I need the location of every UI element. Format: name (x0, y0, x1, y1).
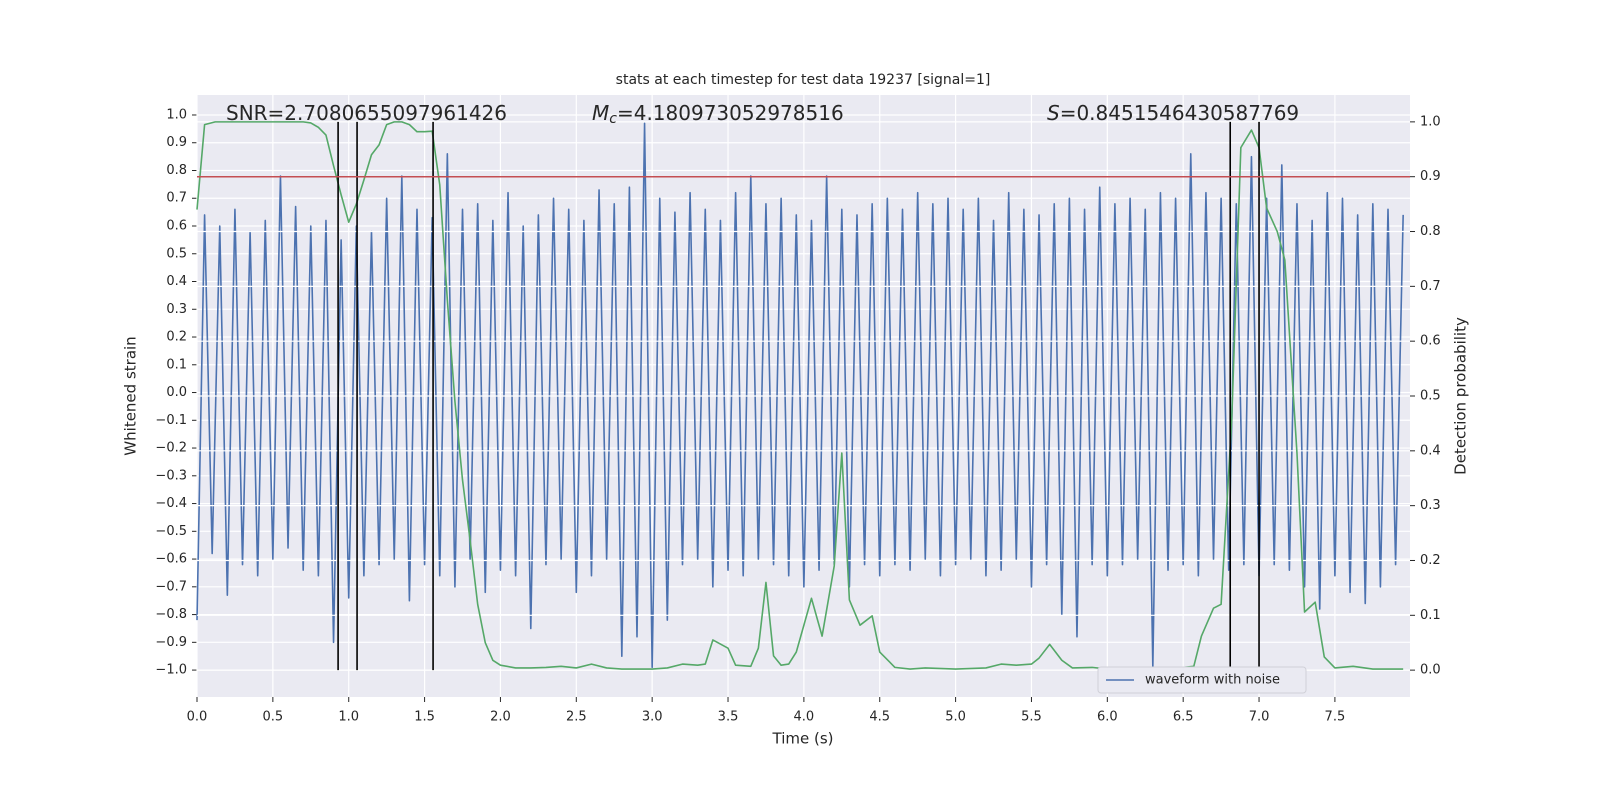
y-tick-label: 0.2 (166, 330, 187, 345)
y-tick-label: −1.0 (155, 663, 187, 678)
y-tick-label: −0.5 (155, 524, 187, 539)
y2-tick-label: 0.8 (1420, 224, 1441, 239)
x-tick-label: 2.5 (566, 710, 587, 725)
x-tick-label: 4.0 (794, 710, 815, 725)
y-tick-label: −0.2 (155, 441, 187, 456)
y-tick-label: 1.0 (166, 107, 187, 122)
x-tick-label: 5.0 (945, 710, 966, 725)
y-tick-label: −0.3 (155, 468, 187, 483)
y-tick-label: 0.0 (166, 385, 187, 400)
y2-tick-label: 0.3 (1420, 498, 1441, 513)
y-tick-label: −0.7 (155, 579, 187, 594)
y2-tick-label: 0.0 (1420, 663, 1441, 678)
y-tick-label: −0.6 (155, 552, 187, 567)
y-tick-label: 0.4 (166, 274, 187, 289)
y-axis-label: Whitened strain (122, 336, 140, 455)
x-tick-label: 1.5 (414, 710, 435, 725)
y-tick-label: −0.9 (155, 635, 187, 650)
annotation-subscript: c (609, 111, 617, 127)
x-tick-label: 1.0 (338, 710, 359, 725)
x-tick-label: 6.5 (1173, 710, 1194, 725)
y2-axis-label: Detection probability (1452, 317, 1470, 475)
y2-tick-label: 0.4 (1420, 443, 1441, 458)
annotation-text: SNR=2.7080655097961426 (226, 101, 507, 125)
x-tick-label: 0.5 (263, 710, 284, 725)
legend-label: waveform with noise (1145, 673, 1280, 688)
x-tick-label: 7.0 (1249, 710, 1270, 725)
series-line (196, 122, 1404, 669)
x-tick-label: 0.0 (187, 710, 208, 725)
x-tick-label: 4.5 (869, 710, 890, 725)
y-tick-label: 0.9 (166, 135, 187, 150)
y2-tick-label: 0.6 (1420, 334, 1441, 349)
x-tick-label: 3.5 (718, 710, 739, 725)
y2-tick-label: 0.9 (1420, 169, 1441, 184)
y-tick-label: −0.8 (155, 607, 187, 622)
x-tick-label: 6.0 (1097, 710, 1118, 725)
annotation-text: =4.180973052978516 (617, 101, 844, 125)
y2-tick-label: 0.7 (1420, 279, 1441, 294)
y-tick-label: −0.1 (155, 413, 187, 428)
annotation-text: =0.8451546430587769 (1060, 101, 1299, 125)
annotation: SNR=2.7080655097961426 (226, 101, 507, 125)
annotation-symbol: M (592, 101, 609, 125)
y-tick-label: 0.3 (166, 302, 187, 317)
annotation: Mc=4.180973052978516 (592, 101, 844, 128)
y-tick-label: 0.1 (166, 357, 187, 372)
chart-title: stats at each timestep for test data 192… (616, 72, 991, 88)
y2-tick-label: 0.1 (1420, 608, 1441, 623)
legend-box (1097, 666, 1307, 694)
y2-tick-label: 0.5 (1420, 389, 1441, 404)
y2-tick-label: 0.2 (1420, 553, 1441, 568)
x-tick-label: 2.0 (490, 710, 511, 725)
y-tick-label: 0.6 (166, 219, 187, 234)
y-tick-label: 0.5 (166, 246, 187, 261)
x-tick-label: 3.0 (642, 710, 663, 725)
annotation: S=0.8451546430587769 (1047, 101, 1299, 125)
y-tick-label: −0.4 (155, 496, 187, 511)
annotation-symbol: S (1047, 101, 1060, 125)
y-tick-label: 0.7 (166, 191, 187, 206)
series-line (196, 121, 1404, 670)
y-tick-label: 0.8 (166, 163, 187, 178)
x-axis-label: Time (s) (772, 730, 834, 748)
x-tick-label: 7.5 (1325, 710, 1346, 725)
y2-tick-label: 1.0 (1420, 114, 1441, 129)
x-tick-label: 5.5 (1021, 710, 1042, 725)
